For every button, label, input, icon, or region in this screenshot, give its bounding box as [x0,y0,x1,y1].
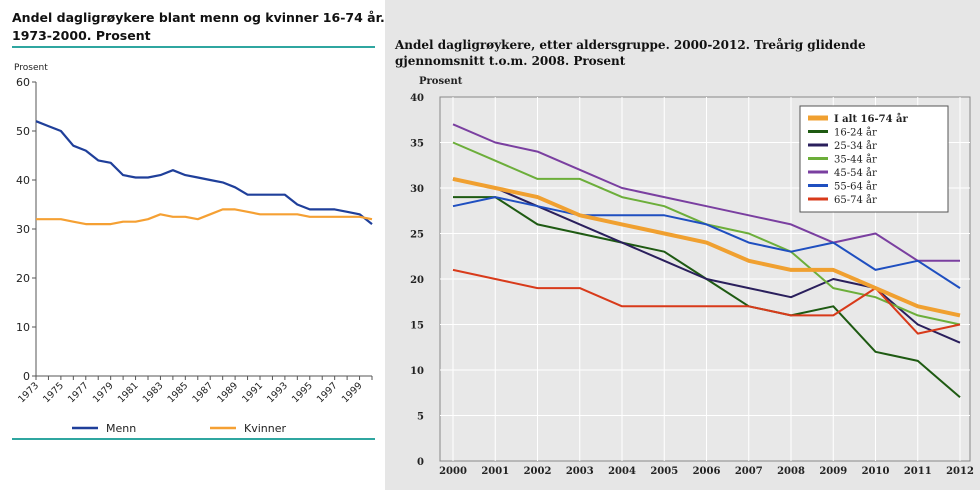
legend-label: Menn [106,422,136,435]
x-tick-label: 1999 [340,380,365,405]
x-tick-label: 2001 [481,466,509,477]
y-axis-label: Prosent [14,63,48,73]
x-tick-label: 2005 [650,466,678,477]
legend-label: 55-64 år [834,181,877,193]
x-tick-label: 2012 [946,466,974,477]
y-tick-label: 5 [417,412,424,423]
series-line-0 [452,176,961,318]
right-chart-title-line-1: Andel dagligrøykere, etter aldersgruppe.… [395,38,866,52]
legend-label: 65-74 år [834,194,877,206]
left-chart-panel: Andel dagligrøykere blant menn og kvinne… [0,0,385,490]
x-tick-label: 2006 [693,466,721,477]
x-tick-label: 2003 [566,466,594,477]
y-tick-label: 60 [16,76,30,89]
y-tick-label: 15 [410,321,424,332]
x-tick-label: 2000 [439,466,467,477]
left-top-rule [12,46,375,48]
x-tick-label: 1975 [41,380,66,405]
legend-label: I alt 16-74 år [834,113,908,125]
x-tick-label: 2010 [862,466,890,477]
legend-label: 35-44 år [834,154,877,166]
x-tick-label: 1989 [215,380,240,405]
y-tick-label: 30 [16,223,30,236]
x-tick-label: 2007 [735,466,763,477]
series-line-menn [35,120,373,225]
x-tick-label: 2009 [819,466,847,477]
y-tick-label: 20 [16,272,30,285]
y-tick-label: 10 [16,321,30,334]
y-tick-label: 0 [23,370,30,383]
x-tick-label: 1991 [240,380,265,405]
left-line-chart: Prosent 0 10 20 30 40 50 60 1973 1975 1977 1979 1981… [14,63,373,435]
x-tick-label: 1997 [315,380,340,405]
series-line-5 [452,196,961,289]
series-line-4 [452,123,960,262]
right-chart-panel: Andel dagligrøykere, etter aldersgruppe.… [385,0,980,490]
y-axis-label: Prosent [419,76,463,87]
x-tick-label: 1987 [190,380,215,405]
y-tick-label: 30 [410,184,424,195]
x-tick-label: 1977 [66,380,91,405]
x-tick-label: 2011 [904,466,932,477]
x-tick-label: 1993 [265,380,290,405]
x-tick-label: 1979 [91,380,116,405]
legend-label: 16-24 år [834,127,877,139]
legend-label: Kvinner [244,422,286,435]
x-tick-label: 2004 [608,466,636,477]
right-chart-title-line-2: gjennomsnitt t.o.m. 2008. Prosent [395,54,626,68]
left-chart-title-line-1: Andel dagligrøykere blant menn og kvinne… [12,10,385,25]
x-tick-label: 1973 [16,380,41,405]
y-tick-label: 0 [417,457,424,468]
right-line-chart: Prosent 0 5 10 15 20 25 30 35 40 2000 2001 2002 2003 2… [410,76,974,477]
left-chart-title-line-2: 1973-2000. Prosent [12,28,151,43]
x-tick-label: 1983 [141,380,166,405]
x-tick-label: 1985 [166,380,191,405]
left-bottom-rule [12,438,375,440]
legend-label: 25-34 år [834,140,877,152]
x-tick-label: 1995 [290,380,315,405]
y-tick-label: 40 [410,93,424,104]
y-tick-label: 40 [16,174,30,187]
y-tick-label: 35 [410,139,424,150]
y-tick-label: 25 [410,230,424,241]
x-tick-label: 2002 [524,466,552,477]
x-tick-label: 1981 [116,380,141,405]
x-tick-label: 2008 [777,466,805,477]
y-tick-label: 20 [410,275,424,286]
y-tick-label: 10 [410,366,424,377]
y-tick-label: 50 [16,125,30,138]
series-line-kvinner [36,208,373,226]
legend-label: 45-54 år [834,167,877,179]
